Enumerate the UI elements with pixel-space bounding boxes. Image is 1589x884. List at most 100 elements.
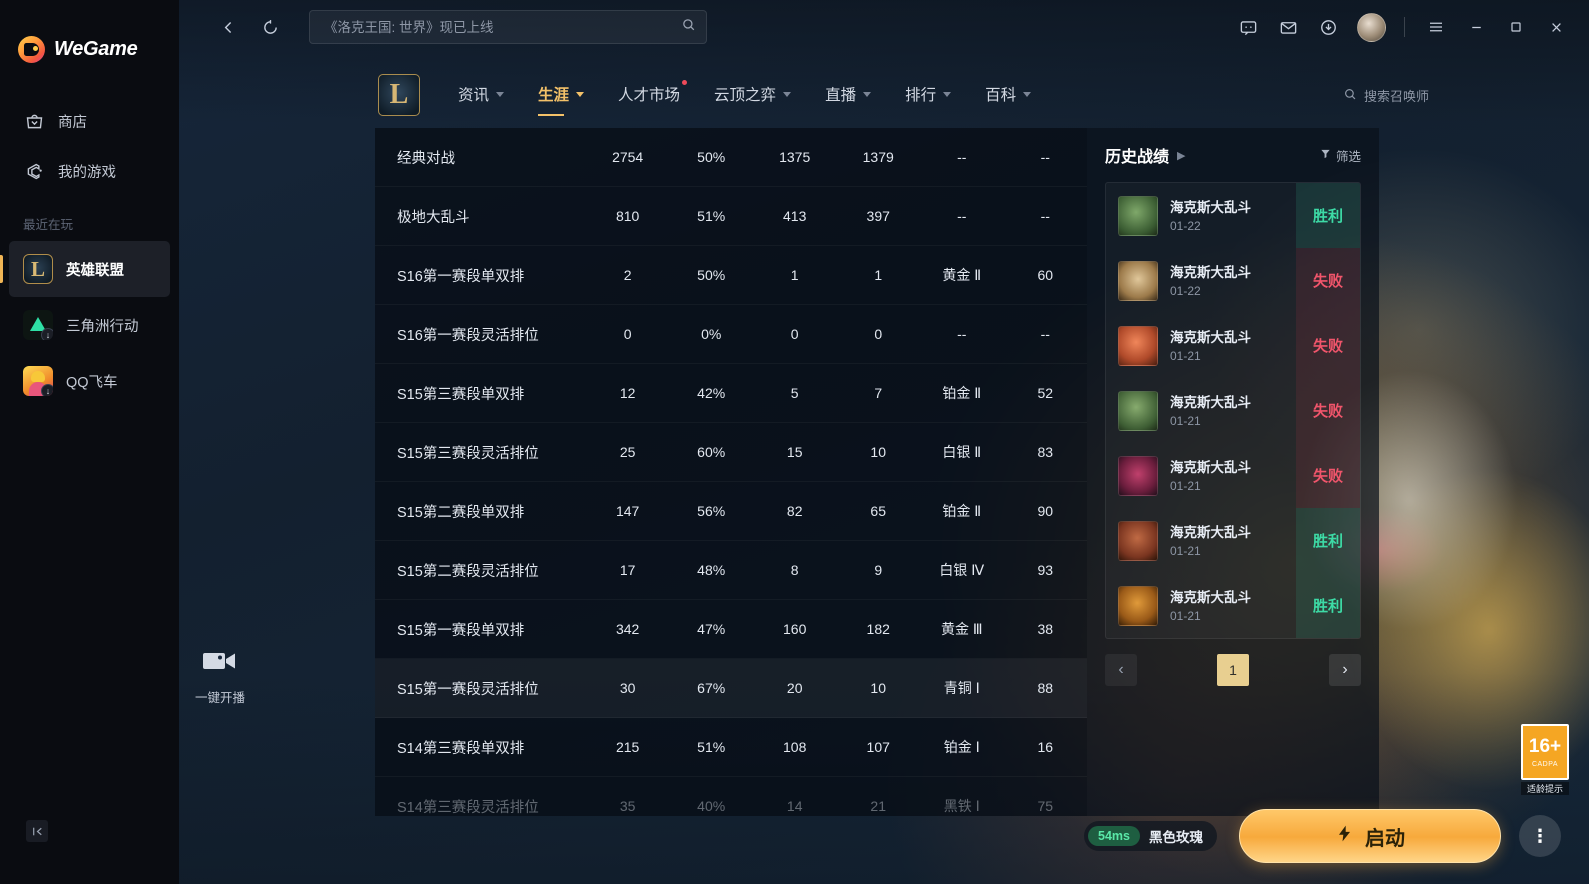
video-camera-icon bbox=[202, 648, 238, 679]
table-row[interactable]: S15第二赛段单双排 147 56% 82 65 铂金 Ⅱ 90 bbox=[375, 482, 1087, 541]
sidebar-item-label: 我的游戏 bbox=[58, 164, 116, 181]
delta-force-game-icon: ↓ bbox=[23, 310, 53, 340]
match-date: 01-22 bbox=[1170, 219, 1201, 233]
list-item[interactable]: 海克斯大乱斗 01-21 失败 bbox=[1106, 443, 1360, 508]
global-search-box[interactable] bbox=[309, 10, 707, 44]
chevron-down-icon bbox=[783, 91, 792, 97]
launch-game-button[interactable]: 启动 bbox=[1239, 809, 1501, 863]
sidebar-game-lol[interactable]: 英雄联盟 bbox=[0, 241, 170, 297]
row-games: 35 bbox=[619, 798, 636, 814]
sidebar-item-my-games[interactable]: 我的游戏 bbox=[0, 146, 179, 196]
tab-tft[interactable]: 云顶之弈 bbox=[714, 83, 792, 107]
tab-ranking[interactable]: 排行 bbox=[905, 83, 952, 107]
collapse-sidebar-icon[interactable] bbox=[26, 820, 48, 842]
row-games: 342 bbox=[615, 621, 640, 637]
chat-icon[interactable] bbox=[1229, 10, 1267, 44]
table-row[interactable]: 极地大乱斗 810 51% 413 397 -- -- bbox=[375, 187, 1087, 246]
filter-icon bbox=[1320, 148, 1331, 162]
champion-avatar bbox=[1118, 195, 1158, 236]
list-item[interactable]: 海克斯大乱斗 01-21 胜利 bbox=[1106, 508, 1360, 573]
row-tier: 白银 Ⅱ bbox=[942, 444, 982, 460]
match-result-badge: 失败 bbox=[1296, 378, 1360, 443]
chevron-left-icon[interactable] bbox=[211, 10, 245, 44]
tab-label: 人才市场 bbox=[618, 87, 681, 104]
row-lp: 38 bbox=[1037, 621, 1054, 637]
user-avatar[interactable] bbox=[1357, 12, 1386, 42]
match-mode: 海克斯大乱斗 bbox=[1170, 525, 1251, 540]
list-item[interactable]: 海克斯大乱斗 01-22 失败 bbox=[1106, 248, 1360, 313]
table-row[interactable]: S15第三赛段单双排 12 42% 5 7 铂金 Ⅱ 52 bbox=[375, 364, 1087, 423]
match-result-badge: 失败 bbox=[1296, 443, 1360, 508]
table-row[interactable]: S15第一赛段灵活排位 30 67% 20 10 青铜 Ⅰ 88 bbox=[375, 659, 1087, 718]
brand-logo-area[interactable]: WeGame bbox=[0, 0, 179, 74]
server-ping-indicator[interactable]: 54ms 黑色玫瑰 bbox=[1084, 821, 1217, 851]
sidebar-game-qq-speed[interactable]: ↓ QQ飞车 bbox=[9, 353, 170, 409]
global-search-input[interactable] bbox=[324, 19, 681, 35]
close-icon[interactable] bbox=[1537, 10, 1575, 44]
search-icon[interactable] bbox=[681, 17, 696, 37]
chevron-right-icon[interactable]: ▶ bbox=[1177, 149, 1186, 162]
row-winrate: 50% bbox=[697, 267, 726, 283]
row-tier: 黄金 Ⅱ bbox=[942, 267, 982, 283]
summoner-search[interactable]: 搜索召唤师 bbox=[1343, 86, 1429, 105]
tab-career[interactable]: 生涯 bbox=[538, 83, 585, 116]
more-vertical-icon[interactable]: ⋮ bbox=[1519, 815, 1561, 857]
game-nav-bar: 资讯 生涯 人才市场 云顶之弈 直播 bbox=[179, 60, 1589, 130]
tab-wiki[interactable]: 百科 bbox=[985, 83, 1032, 107]
refresh-icon[interactable] bbox=[253, 10, 287, 44]
one-click-stream-button[interactable]: 一键开播 bbox=[195, 648, 245, 706]
list-item[interactable]: 海克斯大乱斗 01-22 胜利 bbox=[1106, 183, 1360, 248]
filter-button[interactable]: 筛选 bbox=[1320, 146, 1361, 165]
list-item[interactable]: 海克斯大乱斗 01-21 失败 bbox=[1106, 378, 1360, 443]
table-row[interactable]: S16第一赛段单双排 2 50% 1 1 黄金 Ⅱ 60 bbox=[375, 246, 1087, 305]
chevron-down-icon bbox=[943, 91, 952, 97]
hamburger-menu-icon[interactable] bbox=[1417, 10, 1455, 44]
table-row[interactable]: S15第三赛段灵活排位 25 60% 15 10 白银 Ⅱ 83 bbox=[375, 423, 1087, 482]
row-queue-name: S16第一赛段灵活排位 bbox=[397, 327, 539, 344]
row-games: 2 bbox=[623, 267, 632, 283]
row-winrate: 0% bbox=[701, 326, 722, 342]
table-row[interactable]: 经典对战 2754 50% 1375 1379 -- -- bbox=[375, 128, 1087, 187]
row-winrate: 60% bbox=[697, 444, 726, 460]
row-losses: 1 bbox=[874, 267, 883, 283]
minimize-icon[interactable] bbox=[1457, 10, 1495, 44]
table-row[interactable]: S15第二赛段灵活排位 17 48% 8 9 白银 Ⅳ 93 bbox=[375, 541, 1087, 600]
pagination-next-button[interactable]: › bbox=[1329, 654, 1361, 686]
tab-live[interactable]: 直播 bbox=[825, 83, 872, 107]
mail-icon[interactable] bbox=[1269, 10, 1307, 44]
pagination-prev-button[interactable]: ‹ bbox=[1105, 654, 1137, 686]
row-games: 147 bbox=[615, 503, 640, 519]
list-item[interactable]: 海克斯大乱斗 01-21 失败 bbox=[1106, 313, 1360, 378]
chevron-down-icon bbox=[863, 91, 872, 97]
qq-speed-game-icon: ↓ bbox=[23, 366, 53, 396]
sidebar-item-store[interactable]: 商店 bbox=[0, 96, 179, 146]
store-icon bbox=[23, 110, 45, 132]
tab-label: 百科 bbox=[985, 87, 1017, 104]
row-queue-name: S15第三赛段灵活排位 bbox=[397, 445, 539, 462]
pagination-page-1[interactable]: 1 bbox=[1217, 654, 1249, 686]
tab-talent-market[interactable]: 人才市场 bbox=[618, 80, 688, 107]
row-losses: 9 bbox=[874, 562, 883, 578]
tab-label: 排行 bbox=[905, 87, 937, 104]
sidebar-game-delta-force[interactable]: ↓ 三角洲行动 bbox=[9, 297, 170, 353]
table-row[interactable]: S15第一赛段单双排 342 47% 160 182 黄金 Ⅲ 38 bbox=[375, 600, 1087, 659]
row-games: 17 bbox=[619, 562, 636, 578]
row-games: 12 bbox=[619, 385, 636, 401]
table-row[interactable]: S14第三赛段单双排 215 51% 108 107 铂金 Ⅰ 16 bbox=[375, 718, 1087, 777]
match-mode: 海克斯大乱斗 bbox=[1170, 460, 1251, 475]
match-mode: 海克斯大乱斗 bbox=[1170, 330, 1251, 345]
table-row[interactable]: S14第三赛段灵活排位 35 40% 14 21 黑铁 Ⅰ 75 bbox=[375, 777, 1087, 816]
table-row[interactable]: S16第一赛段灵活排位 0 0% 0 0 -- -- bbox=[375, 305, 1087, 364]
row-wins: 14 bbox=[786, 798, 803, 814]
age-rating-badge[interactable]: 16+ CADPA 适龄提示 bbox=[1521, 724, 1569, 795]
maximize-icon[interactable] bbox=[1497, 10, 1535, 44]
league-of-legends-logo-icon[interactable] bbox=[378, 74, 420, 116]
row-queue-name: S15第一赛段灵活排位 bbox=[397, 681, 539, 698]
row-lp: -- bbox=[1040, 208, 1050, 224]
list-item[interactable]: 海克斯大乱斗 01-21 胜利 bbox=[1106, 573, 1360, 638]
tab-news[interactable]: 资讯 bbox=[458, 83, 505, 107]
row-tier: -- bbox=[957, 208, 967, 224]
row-lp: 16 bbox=[1037, 739, 1054, 755]
match-history-header: 历史战绩 ▶ 筛选 bbox=[1105, 128, 1361, 182]
download-icon[interactable] bbox=[1309, 10, 1347, 44]
